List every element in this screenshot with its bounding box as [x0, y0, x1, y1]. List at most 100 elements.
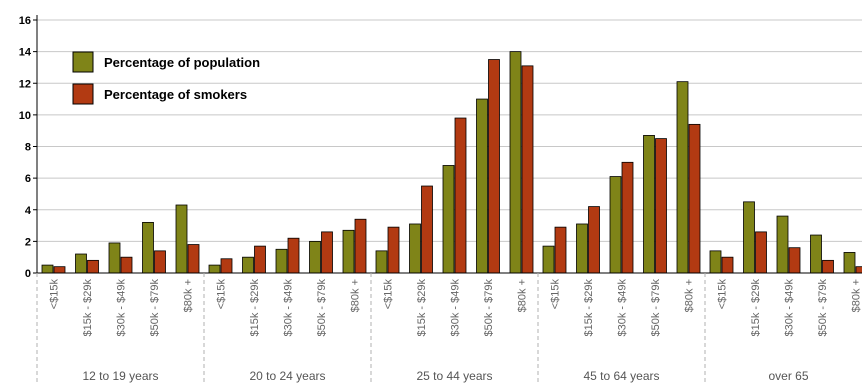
bar-smokers — [656, 139, 667, 273]
x-category-label: $30k - $49k — [450, 279, 462, 337]
x-group-label: 20 to 24 years — [249, 369, 325, 383]
bar-population — [811, 235, 822, 273]
bar-population — [443, 165, 454, 273]
x-category-label: $80k + — [684, 279, 696, 312]
bar-smokers — [823, 260, 834, 273]
bar-smokers — [789, 248, 800, 273]
legend-swatch-population — [73, 52, 93, 72]
bar-smokers — [221, 259, 232, 273]
bar-smokers — [689, 124, 700, 273]
legend-label-population: Percentage of population — [104, 55, 260, 70]
x-category-label: $80k + — [851, 279, 862, 312]
bar-smokers — [322, 232, 333, 273]
y-tick-label: 14 — [19, 47, 32, 59]
y-tick-label: 8 — [25, 142, 31, 154]
x-category-label: $30k - $49k — [617, 279, 629, 337]
bar-smokers — [255, 246, 266, 273]
bar-population — [243, 257, 254, 273]
bar-smokers — [121, 257, 132, 273]
x-category-label: $80k + — [183, 279, 195, 312]
x-category-label: <$15k — [383, 279, 395, 310]
bar-smokers — [756, 232, 767, 273]
bar-population — [844, 252, 855, 273]
bar-population — [109, 243, 120, 273]
bar-population — [176, 205, 187, 273]
x-category-label: $50k - $79k — [817, 279, 829, 337]
x-group-label: over 65 — [768, 369, 808, 383]
bar-smokers — [388, 227, 399, 273]
x-group-label: 45 to 64 years — [583, 369, 659, 383]
x-category-labels: <$15k $15k - $29k $30k - $49k $50k - $79k $8… — [37, 273, 862, 384]
x-category-label: $30k - $49k — [784, 279, 796, 337]
x-category-label: $15k - $29k — [416, 279, 428, 337]
bar-population — [376, 251, 387, 273]
bar-smokers — [54, 267, 65, 273]
x-category-label: $15k - $29k — [249, 279, 261, 337]
y-tick-label: 0 — [25, 268, 31, 280]
bar-smokers — [522, 66, 533, 273]
y-tick-label: 4 — [25, 205, 32, 217]
bar-smokers — [355, 219, 366, 273]
y-tick-label: 16 — [19, 15, 31, 27]
x-category-label: $50k - $79k — [483, 279, 495, 337]
bar-population — [410, 224, 421, 273]
bar-population — [744, 202, 755, 273]
x-category-label: <$15k — [216, 279, 228, 310]
bar-population — [677, 82, 688, 273]
bar-population — [343, 230, 354, 273]
bar-smokers — [722, 257, 733, 273]
bar-population — [209, 265, 220, 273]
bar-population — [710, 251, 721, 273]
bar-smokers — [489, 60, 500, 273]
x-category-label: $80k + — [517, 279, 529, 312]
bar-smokers — [188, 245, 199, 273]
bars — [42, 52, 862, 273]
bar-smokers — [88, 260, 99, 273]
bar-smokers — [589, 207, 600, 273]
bar-population — [510, 52, 521, 273]
x-category-label: $30k - $49k — [116, 279, 128, 337]
x-group-labels: 12 to 19 years 20 to 24 years 25 to 44 yea… — [82, 369, 808, 383]
bar-smokers — [288, 238, 299, 273]
bar-smokers — [622, 162, 633, 273]
bar-population — [477, 99, 488, 273]
bar-population — [76, 254, 87, 273]
bar-population — [42, 265, 53, 273]
y-tick-label: 12 — [19, 78, 31, 90]
bar-population — [543, 246, 554, 273]
legend-label-smokers: Percentage of smokers — [104, 87, 247, 102]
bar-smokers — [155, 251, 166, 273]
bar-population — [610, 177, 621, 273]
bar-population — [644, 135, 655, 273]
x-category-label: <$15k — [49, 279, 61, 310]
x-category-label: $15k - $29k — [583, 279, 595, 337]
legend: Percentage of population Percentage of sm… — [73, 52, 260, 104]
x-category-label: $50k - $79k — [149, 279, 161, 337]
x-category-label: $15k - $29k — [750, 279, 762, 337]
legend-swatch-smokers — [73, 84, 93, 104]
x-category-label: $50k - $79k — [316, 279, 328, 337]
bar-population — [310, 241, 321, 273]
y-tick-label: 6 — [25, 173, 31, 185]
bar-smokers — [422, 186, 433, 273]
bar-population — [777, 216, 788, 273]
x-category-label: $30k - $49k — [283, 279, 295, 337]
x-category-label: $50k - $79k — [650, 279, 662, 337]
bar-population — [276, 249, 287, 273]
y-tick-label: 10 — [19, 110, 31, 122]
y-tick-labels: 0 2 4 6 8 10 12 14 16 — [19, 15, 32, 280]
x-group-label: 25 to 44 years — [416, 369, 492, 383]
x-group-label: 12 to 19 years — [82, 369, 158, 383]
bar-population — [143, 222, 154, 273]
bar-smokers — [856, 267, 862, 273]
bar-population — [577, 224, 588, 273]
y-tick-label: 2 — [25, 236, 31, 248]
bar-smokers — [455, 118, 466, 273]
x-category-label: <$15k — [717, 279, 729, 310]
x-category-label: $15k - $29k — [82, 279, 94, 337]
x-category-label: <$15k — [550, 279, 562, 310]
bar-smokers — [555, 227, 566, 273]
x-category-label: $80k + — [350, 279, 362, 312]
